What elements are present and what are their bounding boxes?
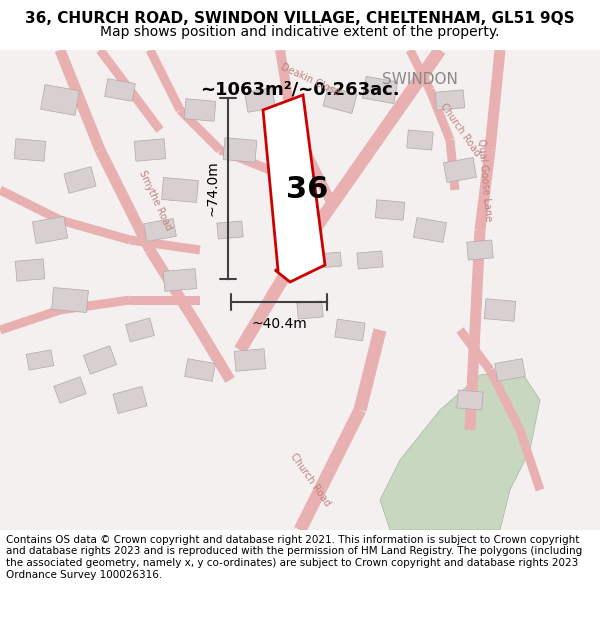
Polygon shape (64, 167, 96, 193)
Polygon shape (286, 108, 314, 162)
Polygon shape (26, 350, 53, 370)
Polygon shape (485, 49, 505, 151)
Polygon shape (335, 319, 365, 341)
Polygon shape (218, 146, 272, 174)
Polygon shape (127, 88, 164, 132)
Polygon shape (406, 48, 434, 92)
Polygon shape (353, 328, 386, 412)
Text: ~74.0m: ~74.0m (206, 161, 220, 216)
Polygon shape (104, 79, 136, 101)
Polygon shape (263, 95, 325, 282)
Text: Smythe Road: Smythe Road (137, 168, 173, 232)
Polygon shape (516, 429, 544, 491)
Polygon shape (324, 407, 366, 473)
Polygon shape (297, 301, 323, 319)
Polygon shape (163, 269, 197, 291)
Text: Map shows position and indicative extent of the property.: Map shows position and indicative extent… (100, 25, 500, 39)
Polygon shape (113, 386, 147, 414)
Polygon shape (0, 186, 62, 224)
Polygon shape (435, 90, 465, 110)
Polygon shape (380, 370, 540, 530)
Text: Qual Goose Lane: Qual Goose Lane (476, 138, 494, 222)
Polygon shape (375, 200, 405, 220)
Polygon shape (443, 158, 476, 182)
Text: SWINDON: SWINDON (382, 72, 458, 88)
Polygon shape (467, 240, 493, 260)
Text: 36: 36 (286, 176, 328, 204)
Polygon shape (407, 130, 433, 150)
Polygon shape (15, 259, 45, 281)
Polygon shape (32, 216, 68, 244)
Polygon shape (14, 139, 46, 161)
Polygon shape (494, 359, 526, 381)
Polygon shape (365, 46, 445, 154)
Polygon shape (323, 86, 357, 114)
Polygon shape (357, 251, 383, 269)
Polygon shape (134, 139, 166, 161)
Polygon shape (277, 221, 303, 239)
Polygon shape (55, 48, 105, 152)
Polygon shape (83, 346, 116, 374)
Text: Deakin Close: Deakin Close (279, 62, 341, 98)
Polygon shape (59, 216, 131, 244)
Polygon shape (470, 230, 485, 330)
Polygon shape (0, 306, 61, 334)
Text: Church Road: Church Road (288, 452, 332, 508)
Polygon shape (362, 76, 398, 104)
Text: ~40.4m: ~40.4m (251, 317, 307, 331)
Polygon shape (234, 349, 266, 371)
Polygon shape (130, 236, 200, 254)
Polygon shape (275, 49, 295, 111)
Polygon shape (475, 149, 496, 231)
Polygon shape (446, 139, 460, 191)
Polygon shape (223, 138, 257, 162)
Polygon shape (457, 328, 494, 372)
Polygon shape (41, 84, 79, 116)
Text: Church Road: Church Road (438, 102, 482, 158)
Polygon shape (146, 48, 184, 112)
Polygon shape (125, 318, 154, 342)
Text: ~1063m²/~0.263ac.: ~1063m²/~0.263ac. (200, 81, 400, 99)
Polygon shape (319, 252, 341, 268)
Polygon shape (195, 327, 235, 383)
Polygon shape (305, 158, 334, 202)
Polygon shape (484, 299, 516, 321)
Polygon shape (244, 88, 275, 112)
Polygon shape (130, 296, 200, 304)
Polygon shape (145, 247, 205, 333)
Polygon shape (464, 330, 481, 430)
Text: Contains OS data © Crown copyright and database right 2021. This information is : Contains OS data © Crown copyright and d… (6, 535, 582, 579)
Polygon shape (97, 48, 134, 92)
Polygon shape (52, 288, 88, 312)
Polygon shape (413, 217, 446, 242)
Polygon shape (143, 219, 176, 241)
Polygon shape (217, 221, 243, 239)
Polygon shape (457, 390, 483, 410)
Polygon shape (184, 99, 216, 121)
Text: 36, CHURCH ROAD, SWINDON VILLAGE, CHELTENHAM, GL51 9QS: 36, CHURCH ROAD, SWINDON VILLAGE, CHELTE… (25, 11, 575, 26)
Polygon shape (185, 359, 215, 381)
Polygon shape (59, 296, 131, 314)
Polygon shape (161, 177, 199, 202)
Polygon shape (486, 368, 524, 432)
Polygon shape (95, 148, 155, 253)
Polygon shape (294, 467, 336, 533)
Polygon shape (54, 377, 86, 403)
Polygon shape (177, 107, 223, 153)
Polygon shape (235, 247, 305, 353)
Polygon shape (426, 88, 454, 142)
Polygon shape (295, 146, 376, 254)
